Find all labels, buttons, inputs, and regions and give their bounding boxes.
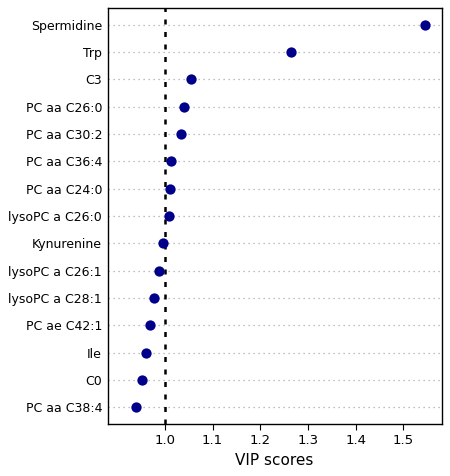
Point (177, 130, 184, 138)
Point (165, 212, 172, 220)
Point (188, 76, 195, 83)
Point (160, 239, 167, 247)
Point (166, 185, 173, 192)
Point (180, 103, 188, 110)
Point (421, 21, 428, 29)
Point (133, 404, 140, 411)
Point (288, 48, 295, 56)
Point (146, 321, 153, 329)
Point (151, 294, 158, 302)
Point (167, 158, 174, 165)
Point (139, 376, 146, 384)
Point (142, 349, 149, 357)
X-axis label: VIP scores: VIP scores (235, 453, 314, 467)
Point (155, 267, 162, 275)
